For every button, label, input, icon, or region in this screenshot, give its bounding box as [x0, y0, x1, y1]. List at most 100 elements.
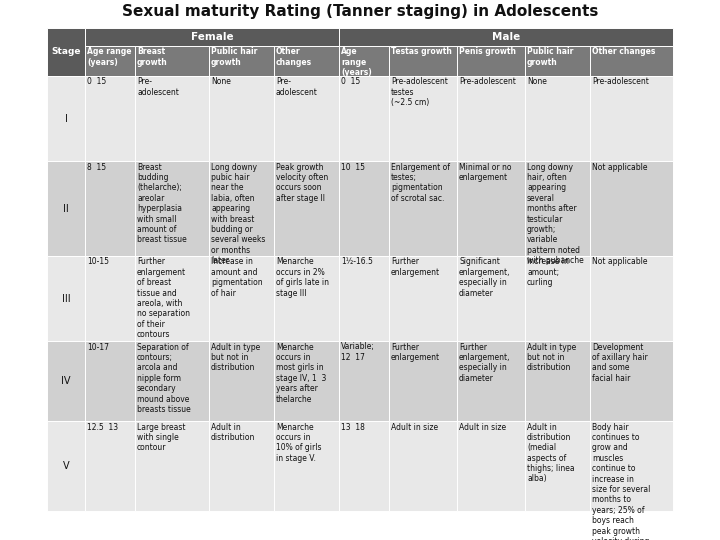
Text: Breast
growth: Breast growth — [137, 48, 168, 67]
Bar — [525, 161, 590, 256]
Text: 10-15: 10-15 — [87, 258, 109, 267]
Bar — [389, 46, 457, 76]
Text: Separation of
contours;
arcola and
nipple form
secondary
mound above
breasts tis: Separation of contours; arcola and nippl… — [137, 342, 191, 414]
Text: 10  15: 10 15 — [341, 163, 365, 172]
Bar — [85, 341, 135, 421]
Bar — [85, 46, 135, 76]
Bar — [389, 421, 457, 511]
Bar — [209, 161, 274, 256]
Text: None: None — [527, 78, 547, 86]
Text: Breast
budding
(thelarche);
areolar
hyperplasia
with small
amount of
breast tiss: Breast budding (thelarche); areolar hype… — [137, 163, 186, 244]
Text: V: V — [63, 461, 69, 471]
Text: 12.5  13: 12.5 13 — [87, 422, 118, 431]
Bar — [457, 161, 525, 256]
Text: Variable;
12  17: Variable; 12 17 — [341, 342, 375, 362]
Text: III: III — [62, 294, 71, 303]
Bar — [47, 161, 85, 256]
Bar — [135, 46, 209, 76]
Text: Minimal or no
enlargement: Minimal or no enlargement — [459, 163, 511, 182]
Text: Pre-
adolescent: Pre- adolescent — [137, 78, 179, 97]
Bar — [135, 76, 209, 161]
Bar — [457, 46, 525, 76]
Bar — [209, 341, 274, 421]
Bar — [389, 161, 457, 256]
Bar — [525, 46, 590, 76]
Text: Long downy
hair, often
appearing
several
months after
testicular
growth;
variabl: Long downy hair, often appearing several… — [527, 163, 584, 265]
Bar — [85, 256, 135, 341]
Text: 13  18: 13 18 — [341, 422, 365, 431]
Text: Development
of axillary hair
and some
facial hair: Development of axillary hair and some fa… — [592, 342, 648, 383]
Text: 0  15: 0 15 — [87, 78, 107, 86]
Bar — [339, 421, 389, 511]
Text: Menarche
occurs in
10% of girls
in stage V.: Menarche occurs in 10% of girls in stage… — [276, 422, 322, 463]
Text: Increase in
amount and
pigmentation
of hair: Increase in amount and pigmentation of h… — [211, 258, 263, 298]
Bar — [135, 341, 209, 421]
Bar — [590, 256, 673, 341]
Text: Large breast
with single
contour: Large breast with single contour — [137, 422, 186, 453]
Text: IV: IV — [61, 376, 71, 386]
Text: Other
changes: Other changes — [276, 48, 312, 67]
Text: Further
enlargement,
especially in
diameter: Further enlargement, especially in diame… — [459, 342, 510, 383]
Bar — [274, 46, 339, 76]
Bar — [135, 256, 209, 341]
Bar — [47, 421, 85, 511]
Text: I: I — [65, 113, 68, 124]
Text: Age
range
(years): Age range (years) — [341, 48, 372, 77]
Text: Penis growth: Penis growth — [459, 48, 516, 57]
Bar — [339, 256, 389, 341]
Text: Sexual maturity Rating (Tanner staging) in Adolescents: Sexual maturity Rating (Tanner staging) … — [122, 4, 598, 19]
Bar — [85, 421, 135, 511]
Bar — [457, 256, 525, 341]
Bar — [389, 341, 457, 421]
Bar — [525, 76, 590, 161]
Bar — [339, 161, 389, 256]
Bar — [457, 421, 525, 511]
Bar — [525, 256, 590, 341]
Bar — [47, 341, 85, 421]
Bar — [209, 256, 274, 341]
Text: Adult in
distribution
(medial
aspects of
thighs; linea
alba): Adult in distribution (medial aspects of… — [527, 422, 575, 483]
Text: Not applicable: Not applicable — [592, 258, 647, 267]
Bar — [590, 341, 673, 421]
Text: Adult in
distribution: Adult in distribution — [211, 422, 256, 442]
Text: Adult in size: Adult in size — [391, 422, 438, 431]
Text: Enlargement of
testes;
pigmentation
of scrotal sac.: Enlargement of testes; pigmentation of s… — [391, 163, 450, 202]
Bar — [590, 421, 673, 511]
Text: Menarche
occurs in 2%
of girls late in
stage III: Menarche occurs in 2% of girls late in s… — [276, 258, 329, 298]
Text: Significant
enlargement,
especially in
diameter: Significant enlargement, especially in d… — [459, 258, 510, 298]
Bar — [339, 28, 673, 46]
Bar — [135, 161, 209, 256]
Bar — [274, 161, 339, 256]
Text: Public hair
growth: Public hair growth — [527, 48, 573, 67]
Text: 1½-16.5: 1½-16.5 — [341, 258, 373, 267]
Text: Pre-
adolescent: Pre- adolescent — [276, 78, 318, 97]
Bar — [274, 341, 339, 421]
Bar — [47, 76, 85, 161]
Bar — [339, 341, 389, 421]
Text: Peak growth
velocity often
occurs soon
after stage II: Peak growth velocity often occurs soon a… — [276, 163, 328, 202]
Bar — [274, 421, 339, 511]
Bar — [339, 76, 389, 161]
Bar — [85, 161, 135, 256]
Bar — [85, 76, 135, 161]
Text: Further
enlargement: Further enlargement — [391, 342, 440, 362]
Text: Male: Male — [492, 32, 520, 42]
Bar — [525, 341, 590, 421]
Bar — [274, 76, 339, 161]
Text: Stage: Stage — [51, 48, 81, 57]
Text: Long downy
pubic hair
near the
labia, often
appearing
with breast
budding or
sev: Long downy pubic hair near the labia, of… — [211, 163, 266, 265]
Text: Increase in
amount;
curling: Increase in amount; curling — [527, 258, 569, 287]
Text: Adult in type
but not in
distribution: Adult in type but not in distribution — [527, 342, 576, 372]
Bar — [209, 421, 274, 511]
Text: 0  15: 0 15 — [341, 78, 360, 86]
Text: 10-17: 10-17 — [87, 342, 109, 352]
Bar — [389, 76, 457, 161]
Bar — [457, 76, 525, 161]
Text: Pre-adolescent: Pre-adolescent — [592, 78, 649, 86]
Text: 8  15: 8 15 — [87, 163, 106, 172]
Text: Testas growth: Testas growth — [391, 48, 452, 57]
Text: Other changes: Other changes — [592, 48, 655, 57]
Bar — [274, 256, 339, 341]
Text: Adult in size: Adult in size — [459, 422, 506, 431]
Text: Menarche
occurs in
most girls in
stage IV, 1  3
years after
thelarche: Menarche occurs in most girls in stage I… — [276, 342, 326, 403]
